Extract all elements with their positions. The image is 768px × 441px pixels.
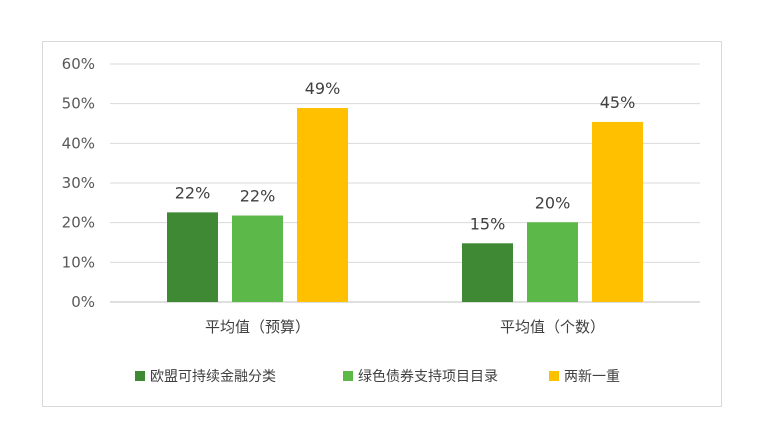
bar-1 [462,243,513,302]
legend-swatch [135,371,145,381]
bar-3 [592,121,643,302]
y-tick-label: 30% [62,174,95,192]
data-label: 49% [305,79,341,98]
legend-label: 两新一重 [564,369,620,385]
y-tick-label: 40% [62,134,95,152]
y-tick-label: 60% [62,55,95,73]
legend-label: 欧盟可持续金融分类 [150,368,276,385]
y-tick-label: 10% [62,253,95,271]
data-label: 45% [600,93,636,112]
chart-frame: 0% 10% 20% 30% 40% 50% 60% 22% 22% 49% 平均值（预算） 15% 2… [42,41,722,407]
y-tick-label: 0% [71,293,95,311]
data-label: 22% [240,187,276,206]
bar-3 [297,108,348,302]
data-label: 22% [175,183,211,202]
legend-swatch [549,371,559,381]
y-tick-label: 50% [62,95,95,113]
bar-2 [232,215,283,302]
data-label: 20% [535,193,571,212]
bar-2 [527,222,578,302]
y-tick-label: 20% [62,214,95,232]
category-label: 平均值（预算） [205,318,310,336]
legend-label: 绿色债券支持项目目录 [358,368,498,385]
data-label: 15% [470,214,506,233]
bar-1 [167,212,218,302]
category-label: 平均值（个数） [500,318,605,336]
legend-swatch [343,371,353,381]
